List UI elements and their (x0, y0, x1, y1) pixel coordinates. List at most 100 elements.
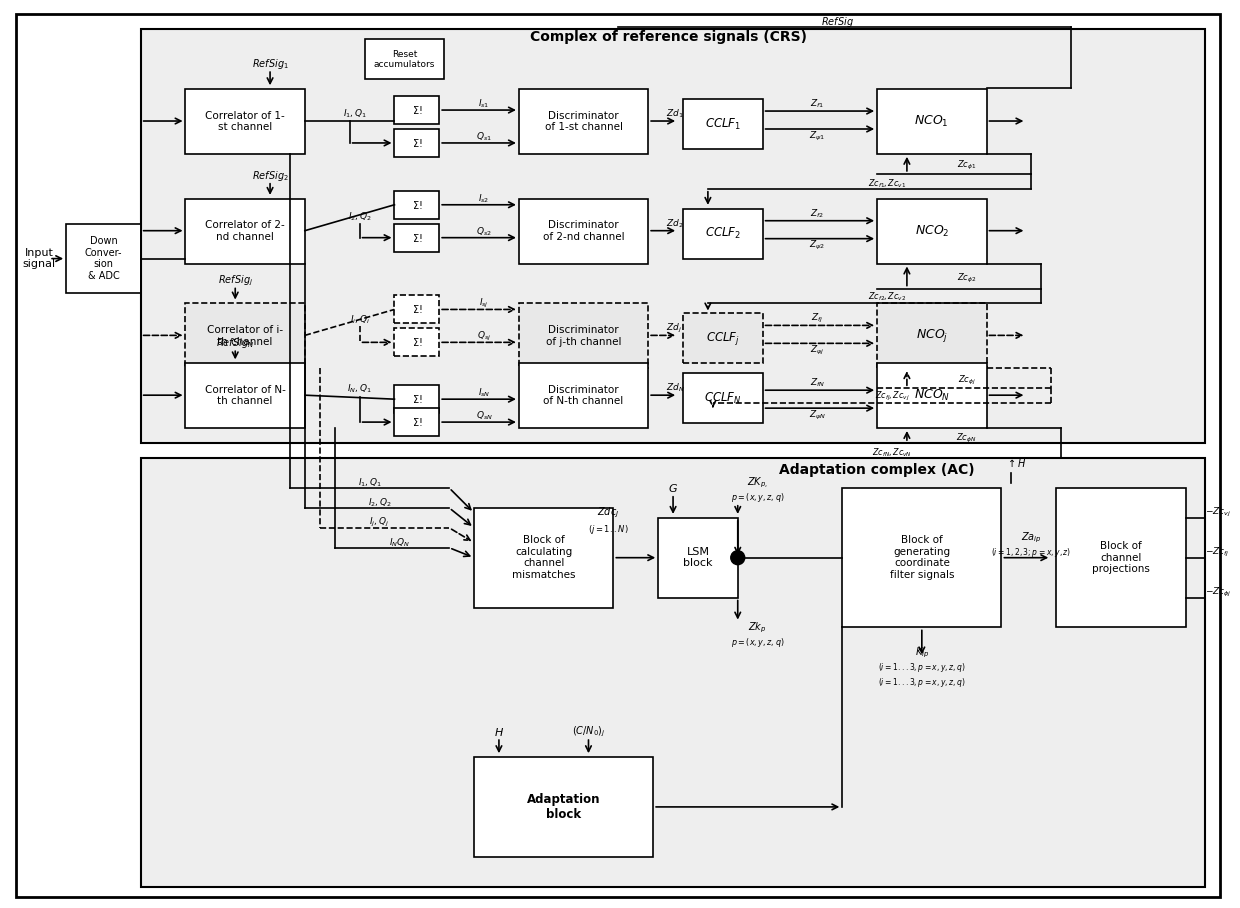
Text: Block of
channel
projections: Block of channel projections (1092, 541, 1149, 574)
Text: $CCLF_2$: $CCLF_2$ (704, 226, 740, 242)
FancyBboxPatch shape (394, 295, 439, 323)
Text: $Zc_{f2}, Zc_{v2}$: $Zc_{f2}, Zc_{v2}$ (868, 291, 906, 302)
Text: $Q_{s2}$: $Q_{s2}$ (476, 225, 492, 238)
FancyBboxPatch shape (66, 223, 140, 293)
FancyBboxPatch shape (877, 303, 987, 369)
Text: $Z_{fj}$: $Z_{fj}$ (811, 311, 823, 325)
FancyBboxPatch shape (365, 39, 444, 79)
Text: $\Sigma$!: $\Sigma$! (412, 104, 422, 116)
FancyBboxPatch shape (474, 508, 614, 607)
Text: Adaptation complex (AC): Adaptation complex (AC) (779, 463, 975, 477)
Text: $I_i, Q_i$: $I_i, Q_i$ (350, 313, 370, 326)
FancyBboxPatch shape (16, 15, 1220, 896)
Text: Down
Conver-
sion
& ADC: Down Conver- sion & ADC (84, 236, 122, 281)
Text: $Zd_2$: $Zd_2$ (666, 217, 683, 230)
Text: $p=(x,y,z,q)$: $p=(x,y,z,q)$ (730, 491, 785, 504)
FancyBboxPatch shape (518, 303, 649, 369)
Text: $Z_{\psi2}$: $Z_{\psi2}$ (810, 239, 826, 252)
FancyBboxPatch shape (518, 363, 649, 428)
Text: Input
signal: Input signal (22, 248, 56, 270)
FancyBboxPatch shape (842, 488, 1002, 627)
FancyBboxPatch shape (877, 199, 987, 263)
Text: Adaptation
block: Adaptation block (527, 793, 600, 821)
FancyBboxPatch shape (186, 199, 305, 263)
Text: $\Sigma$!: $\Sigma$! (412, 303, 422, 315)
Text: $Z_{\psi1}$: $Z_{\psi1}$ (810, 130, 826, 143)
Text: $Zc_{\phi N}$: $Zc_{\phi N}$ (956, 431, 977, 445)
Text: $I_N, Q_1$: $I_N, Q_1$ (347, 383, 372, 396)
FancyBboxPatch shape (518, 89, 649, 154)
Text: $G$: $G$ (668, 482, 678, 494)
FancyBboxPatch shape (140, 29, 1205, 443)
Text: Reset
accumulators: Reset accumulators (373, 50, 435, 69)
Text: $Q_{sN}$: $Q_{sN}$ (475, 410, 492, 422)
FancyBboxPatch shape (394, 96, 439, 124)
Text: $I_2, Q_2$: $I_2, Q_2$ (347, 211, 372, 223)
Text: $Zk_p$: $Zk_p$ (749, 620, 766, 635)
Text: $CCLF_j$: $CCLF_j$ (706, 330, 740, 347)
Text: LSM
block: LSM block (683, 547, 713, 568)
Text: $I_N Q_N$: $I_N Q_N$ (389, 537, 410, 549)
Text: $-Zc_{\phi j}$: $-Zc_{\phi j}$ (1205, 586, 1233, 599)
Text: Complex of reference signals (CRS): Complex of reference signals (CRS) (529, 30, 806, 44)
Text: $NCO_2$: $NCO_2$ (915, 223, 949, 239)
FancyBboxPatch shape (394, 385, 439, 413)
Text: $(i=1...3,p=x,y,z,q)$: $(i=1...3,p=x,y,z,q)$ (878, 676, 966, 689)
Text: $-Zc_{vj}$: $-Zc_{vj}$ (1205, 507, 1231, 519)
Text: $Z_{\psi N}$: $Z_{\psi N}$ (808, 409, 826, 421)
Text: $\Sigma$!: $\Sigma$! (412, 137, 422, 149)
FancyBboxPatch shape (683, 313, 763, 363)
Text: Block of
calculating
channel
mismatches: Block of calculating channel mismatches (512, 536, 575, 580)
Text: $CCLF_1$: $CCLF_1$ (704, 116, 742, 132)
Text: $Za_{ip}$: $Za_{ip}$ (1021, 530, 1042, 545)
FancyBboxPatch shape (683, 99, 763, 149)
Text: Correlator of N-
th channel: Correlator of N- th channel (205, 385, 285, 407)
Text: Block of
generating
coordinate
filter signals: Block of generating coordinate filter si… (889, 536, 954, 580)
Text: $Z_{\psi j}$: $Z_{\psi j}$ (810, 344, 825, 357)
FancyBboxPatch shape (474, 757, 653, 857)
Text: Correlator of i-
th channel: Correlator of i- th channel (207, 325, 283, 347)
Text: $\Sigma$!: $\Sigma$! (412, 336, 422, 349)
Text: $Zd_1$: $Zd_1$ (666, 108, 683, 120)
FancyBboxPatch shape (394, 329, 439, 356)
Text: $I_{s2}$: $I_{s2}$ (479, 192, 490, 205)
Text: $I_{sN}$: $I_{sN}$ (477, 387, 490, 400)
Text: $I_j, Q_j$: $I_j, Q_j$ (370, 517, 389, 529)
Text: $RefSig_2$: $RefSig_2$ (252, 169, 289, 183)
Text: $Zd_N$: $Zd_N$ (666, 382, 684, 394)
Text: $Zdc_J$: $Zdc_J$ (598, 506, 620, 520)
Text: $Zc_{\phi2}$: $Zc_{\phi2}$ (957, 272, 976, 285)
Text: $I_{s1}$: $I_{s1}$ (479, 98, 490, 111)
FancyBboxPatch shape (186, 89, 305, 154)
Text: $\Sigma$!: $\Sigma$! (412, 232, 422, 243)
Text: $\uparrow H$: $\uparrow H$ (1006, 457, 1027, 469)
Text: $(C/N_0)_j$: $(C/N_0)_j$ (572, 725, 605, 739)
Text: $I_1, Q_1$: $I_1, Q_1$ (357, 477, 382, 489)
FancyBboxPatch shape (394, 191, 439, 219)
Text: $Q_{sj}$: $Q_{sj}$ (477, 330, 491, 343)
FancyBboxPatch shape (394, 223, 439, 252)
FancyBboxPatch shape (1056, 488, 1185, 627)
Text: $-Zc_{fj}$: $-Zc_{fj}$ (1205, 546, 1230, 559)
Text: $Z_{fN}$: $Z_{fN}$ (810, 377, 825, 390)
Text: $H$: $H$ (494, 726, 503, 738)
Text: $NCO_N$: $NCO_N$ (914, 388, 950, 403)
Text: $(i=1,2,3; p=x,y,z)$: $(i=1,2,3; p=x,y,z)$ (991, 547, 1071, 559)
FancyBboxPatch shape (683, 373, 763, 423)
Text: Discriminator
of N-th channel: Discriminator of N-th channel (543, 385, 624, 407)
FancyBboxPatch shape (658, 518, 738, 597)
Text: $CCLF_N$: $CCLF_N$ (704, 390, 742, 406)
Text: $NCO_j$: $NCO_j$ (915, 328, 947, 344)
Text: $Zc_{f1}, Zc_{v1}$: $Zc_{f1}, Zc_{v1}$ (868, 178, 906, 190)
Text: $(j=1..N)$: $(j=1..N)$ (588, 523, 629, 537)
Text: $(i=1...3,p=x,y,z,q)$: $(i=1...3,p=x,y,z,q)$ (878, 661, 966, 674)
Text: $RefSig_1$: $RefSig_1$ (252, 57, 289, 71)
Text: $RefSig_N$: $RefSig_N$ (216, 336, 254, 350)
Text: $Z_{f1}$: $Z_{f1}$ (810, 98, 825, 111)
Text: $\Sigma$!: $\Sigma$! (412, 393, 422, 405)
Text: Discriminator
of j-th channel: Discriminator of j-th channel (546, 325, 621, 347)
FancyBboxPatch shape (140, 458, 1205, 887)
Text: $Zc_{\phi1}$: $Zc_{\phi1}$ (957, 159, 976, 173)
Text: $ZK_{p,}$: $ZK_{p,}$ (748, 476, 768, 490)
Text: $I_1, Q_1$: $I_1, Q_1$ (342, 108, 367, 120)
